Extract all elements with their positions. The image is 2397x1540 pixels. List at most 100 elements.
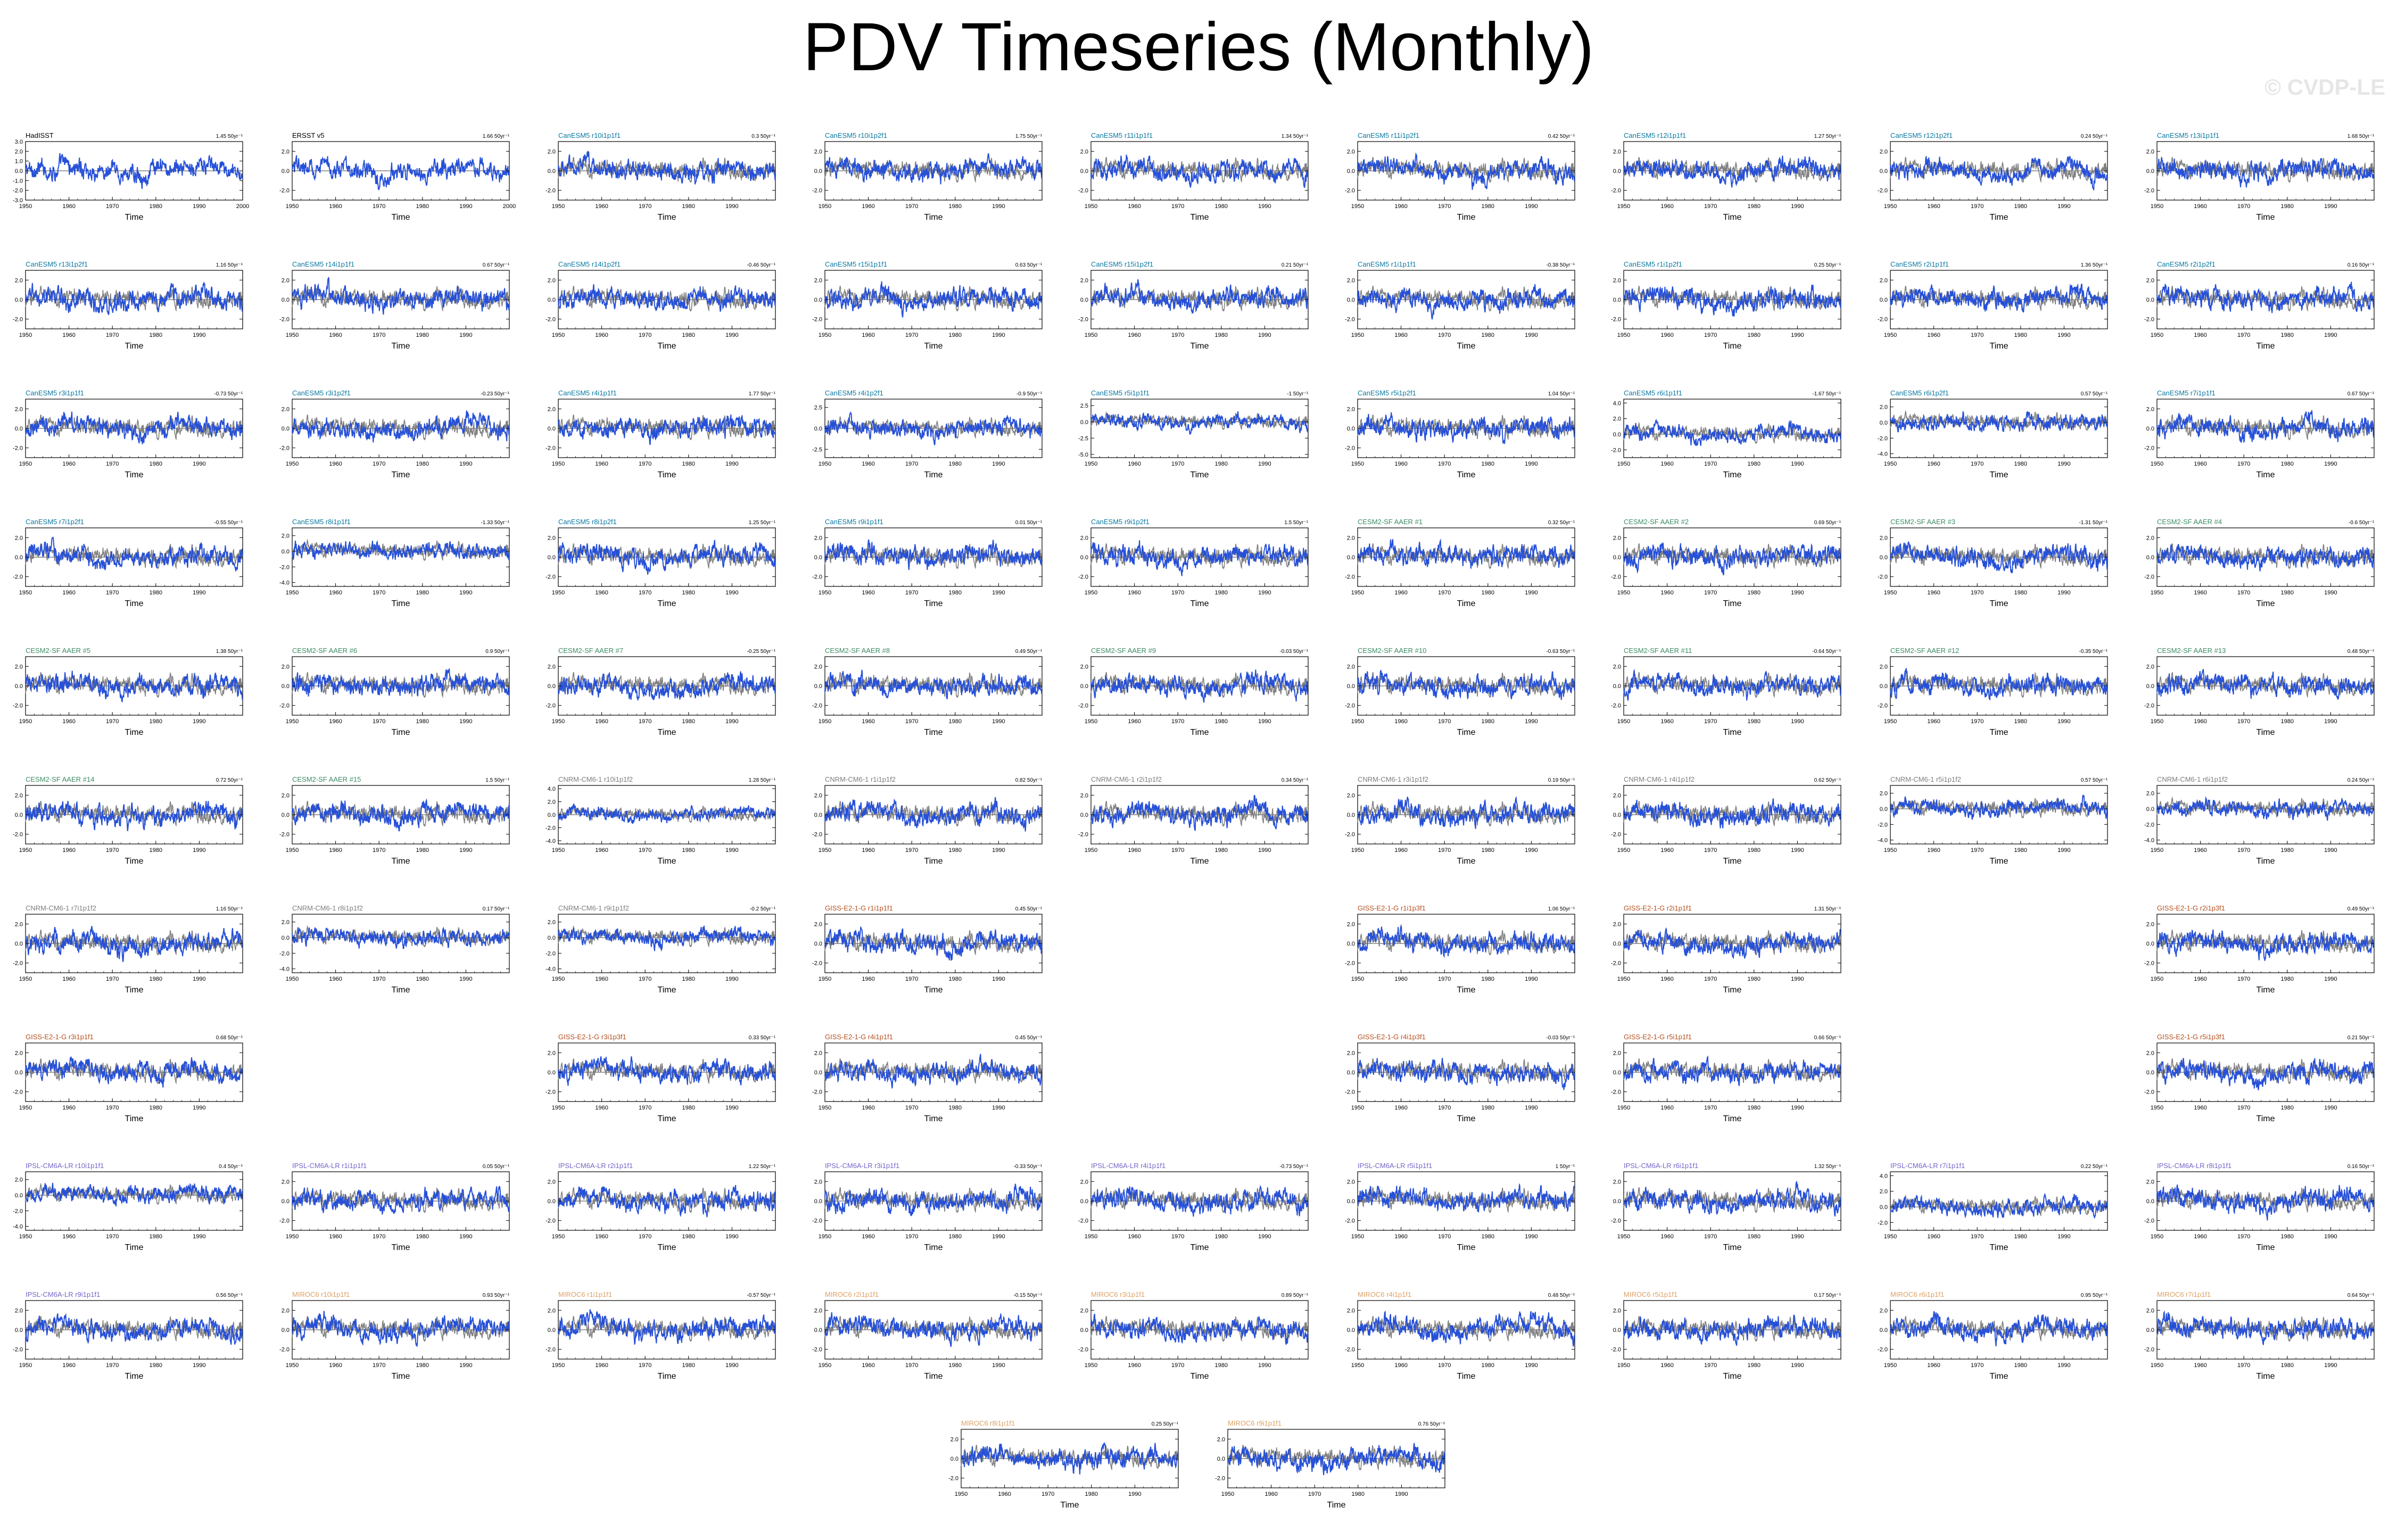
y-tick-label: 0.0 — [1880, 806, 1888, 813]
x-tick-label: 1960 — [595, 590, 608, 596]
x-tick-label: 1990 — [992, 461, 1005, 467]
y-tick-label: -2.0 — [1345, 445, 1355, 452]
trend-label: 1.25 50yr⁻¹ — [749, 520, 776, 526]
panel: CNRM-CM6-1 r5i1p1f2 0.57 50yr⁻¹ 2.0 0.0 -2.0… — [1878, 775, 2108, 866]
x-axis-label: Time — [924, 1372, 943, 1381]
y-tick-label: -2.0 — [279, 703, 290, 709]
x-tick-label: 1980 — [682, 461, 695, 467]
trend-label: 1.66 50yr⁻¹ — [483, 134, 510, 139]
panel: IPSL-CM6A-LR r10i1p1f1 0.4 50yr⁻¹ 2.0 0.0 -2… — [13, 1162, 243, 1252]
trend-label: 1.75 50yr⁻¹ — [1015, 134, 1043, 139]
panel: CanESM5 r15i1p1f1 0.63 50yr⁻¹ 2.0 0.0 -2.0 19… — [812, 260, 1043, 351]
x-tick-label: 1960 — [1394, 332, 1407, 338]
x-tick-label: 1960 — [1264, 1491, 1277, 1497]
obs-series-line — [824, 929, 1043, 956]
x-tick-label: 1960 — [1660, 718, 1673, 725]
x-axis-label: Time — [658, 1372, 676, 1381]
y-tick-label: 2.0 — [814, 277, 822, 284]
panel: MIROC6 r8i1p1f1 0.25 50yr⁻¹ 2.0 0.0 -2.0 1950… — [948, 1419, 1179, 1510]
x-tick-label: 1960 — [1660, 1233, 1673, 1240]
panel: IPSL-CM6A-LR r6i1p1f1 1.32 50yr⁻¹ 2.0 0.0 -2… — [1611, 1162, 1841, 1252]
x-tick-label: 1980 — [1215, 590, 1228, 596]
y-tick-label: 0.0 — [1613, 1070, 1621, 1076]
series-line — [1357, 1058, 1575, 1090]
trend-label: 0.89 50yr⁻¹ — [1282, 1293, 1309, 1298]
x-tick-label: 1950 — [1617, 203, 1630, 210]
x-tick-label: 1960 — [1394, 847, 1407, 854]
x-tick-label: 1960 — [595, 461, 608, 467]
plot-frame — [1090, 399, 1309, 458]
panel: CESM2-SF AAER #13 0.48 50yr⁻¹ 2.0 0.0 -2.0 19… — [2144, 647, 2375, 737]
x-tick-label: 1970 — [2237, 203, 2250, 210]
x-tick-label: 1960 — [329, 590, 342, 596]
y-tick-label: 2.0 — [2146, 1179, 2154, 1185]
y-tick-label: 2.0 — [282, 792, 290, 799]
panel: GISS-E2-1-G r2i1p3f1 0.49 50yr⁻¹ 2.0 0.0 -2.… — [2144, 904, 2375, 995]
page-title: PDV Timeseries (Monthly) — [803, 9, 1594, 85]
x-tick-label: 1970 — [1704, 1362, 1717, 1369]
x-axis-label: Time — [1990, 728, 2008, 737]
x-tick-label: 1980 — [1352, 1491, 1365, 1497]
panel: CanESM5 r6i1p1f1 -1.67 50yr⁻¹ 4.0 2.0 0.0 -2.… — [1611, 389, 1841, 479]
x-tick-label: 1990 — [992, 976, 1005, 982]
x-tick-label: 1950 — [1884, 718, 1897, 725]
panel: CanESM5 r11i1p2f1 0.42 50yr⁻¹ 2.0 0.0 -2.0 19… — [1345, 131, 1575, 222]
series-line — [558, 284, 776, 312]
panel: MIROC6 r2i1p1f1 -0.15 50yr⁻¹ 2.0 0.0 -2.0 195… — [812, 1290, 1043, 1381]
series-line — [1890, 1193, 2108, 1219]
y-tick-label: 2.0 — [282, 148, 290, 155]
y-tick-label: -2.0 — [2144, 961, 2154, 967]
trend-label: -1.31 50yr⁻¹ — [2079, 520, 2107, 526]
x-tick-label: 1960 — [1394, 1105, 1407, 1111]
x-axis-label: Time — [924, 470, 943, 479]
y-tick-label: 0.0 — [1347, 426, 1355, 432]
series-line — [1623, 542, 1841, 576]
obs-series-line — [558, 156, 776, 183]
x-tick-label: 1990 — [2324, 1362, 2337, 1369]
panel-title: MIROC6 r10i1p1f1 — [292, 1290, 350, 1298]
y-tick-label: 0.0 — [1080, 1198, 1088, 1205]
series-line — [1090, 1185, 1309, 1217]
x-tick-label: 1960 — [329, 718, 342, 725]
y-tick-label: 0.0 — [1613, 683, 1621, 690]
y-tick-label: 2.0 — [1880, 791, 1888, 797]
x-tick-label: 1950 — [552, 976, 565, 982]
y-tick-label: 2.0 — [1880, 1307, 1888, 1314]
y-tick-label: 0.0 — [1613, 812, 1621, 818]
trend-label: 0.16 50yr⁻¹ — [2348, 262, 2375, 268]
x-tick-label: 1990 — [992, 847, 1005, 854]
panel-title: CanESM5 r14i1p2f1 — [558, 260, 621, 268]
y-tick-label: -2.0 — [1345, 961, 1355, 967]
y-tick-label: -2.0 — [279, 445, 290, 452]
plot-frame — [1890, 399, 2108, 458]
panel: CESM2-SF AAER #4 -0.6 50yr⁻¹ 2.0 0.0 -2.0 195… — [2144, 518, 2375, 608]
y-tick-label: 2.0 — [1613, 277, 1621, 284]
y-tick-label: -2.0 — [1345, 1347, 1355, 1353]
x-tick-label: 1990 — [1258, 1362, 1271, 1369]
panel: MIROC6 r9i1p1f1 0.76 50yr⁻¹ 2.0 0.0 -2.0 1950… — [1215, 1419, 1445, 1510]
trend-label: 0.16 50yr⁻¹ — [2348, 1164, 2375, 1170]
x-tick-label: 1980 — [2014, 718, 2027, 725]
x-tick-label: 1990 — [2324, 1105, 2337, 1111]
y-tick-label: 0.0 — [814, 426, 822, 432]
x-tick-label: 1960 — [2194, 332, 2206, 338]
trend-label: -0.03 50yr⁻¹ — [1279, 649, 1308, 655]
y-tick-label: -2.0 — [545, 1089, 556, 1096]
panel: CanESM5 r1i1p2f1 0.25 50yr⁻¹ 2.0 0.0 -2.0 195… — [1611, 260, 1841, 351]
x-tick-label: 1950 — [819, 332, 831, 338]
series-line — [25, 536, 243, 572]
x-tick-label: 1970 — [905, 203, 918, 210]
x-tick-label: 1950 — [1351, 1233, 1364, 1240]
trend-label: 0.33 50yr⁻¹ — [749, 1035, 776, 1041]
y-tick-label: 0.0 — [2146, 1327, 2154, 1334]
x-tick-label: 1960 — [1128, 1233, 1140, 1240]
x-tick-label: 1950 — [1351, 332, 1364, 338]
x-tick-label: 1960 — [2194, 1105, 2206, 1111]
y-tick-label: -2.0 — [1078, 574, 1088, 581]
x-tick-label: 1950 — [552, 1362, 565, 1369]
y-tick-label: -4.0 — [13, 1224, 23, 1230]
x-axis-label: Time — [924, 599, 943, 608]
x-tick-label: 1950 — [286, 718, 299, 725]
x-tick-label: 1950 — [955, 1491, 968, 1497]
x-tick-label: 1970 — [1971, 590, 1983, 596]
